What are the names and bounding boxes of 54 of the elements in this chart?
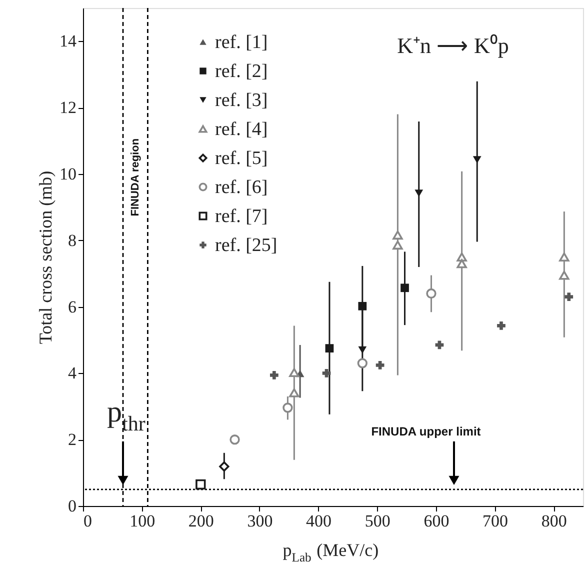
annotation: K⁺n ⟶ K⁰p: [397, 33, 509, 58]
point: [497, 322, 506, 330]
y-tick-label: 2: [68, 430, 76, 450]
x-tick-label: 200: [188, 512, 214, 530]
x-tick-label: 500: [364, 512, 390, 530]
legend-label: ref. [3]: [215, 90, 268, 111]
y-axis-title: Total cross section (mb): [36, 170, 56, 344]
point: [392, 240, 403, 250]
point: [400, 284, 409, 292]
point: [472, 156, 482, 164]
x-tick-label: 300: [247, 512, 273, 530]
x-tick-label: 400: [306, 512, 332, 530]
point: [322, 369, 331, 378]
legend-label: ref. [4]: [215, 119, 268, 140]
x-tick-label: 800: [541, 512, 567, 530]
point: [357, 358, 368, 368]
point: [456, 252, 467, 262]
y-tick-label: 14: [60, 32, 77, 51]
point: [414, 190, 424, 197]
legend-label: ref. [1]: [215, 32, 268, 53]
point: [376, 361, 384, 370]
point: [456, 259, 467, 268]
y-tick-label: 6: [68, 297, 76, 316]
x-tick-label: 100: [130, 512, 156, 530]
point: [559, 270, 570, 280]
legend-label: ref. [6]: [215, 177, 268, 198]
y-tick-label: 12: [60, 98, 76, 118]
point: [358, 346, 367, 354]
point: [426, 288, 436, 299]
annotation: FINUDA region: [129, 138, 142, 216]
x-tick-label: 700: [482, 512, 508, 530]
point: [358, 302, 367, 310]
y-tick-label: 8: [68, 230, 76, 250]
point: [219, 461, 230, 472]
y-tick-label: 4: [68, 364, 77, 383]
point: [196, 479, 206, 490]
point: [270, 371, 278, 380]
legend-label: ref. [7]: [215, 206, 268, 227]
point: [325, 344, 334, 352]
point: [564, 292, 574, 302]
point: [289, 368, 300, 378]
legend-label: ref. [5]: [215, 148, 268, 169]
x-tick-label: 600: [424, 512, 450, 530]
point: [289, 388, 300, 398]
y-tick-label: 0: [68, 496, 76, 516]
y-tick-label: 10: [60, 164, 76, 184]
legend-label: ref. [2]: [215, 61, 268, 82]
x-tick-label: 0: [84, 512, 92, 530]
point: [282, 402, 293, 413]
annotation: FINUDA upper limit: [371, 424, 481, 438]
point: [392, 230, 403, 240]
point: [230, 434, 240, 445]
point: [559, 252, 570, 262]
legend-label: ref. [25]: [215, 235, 278, 256]
